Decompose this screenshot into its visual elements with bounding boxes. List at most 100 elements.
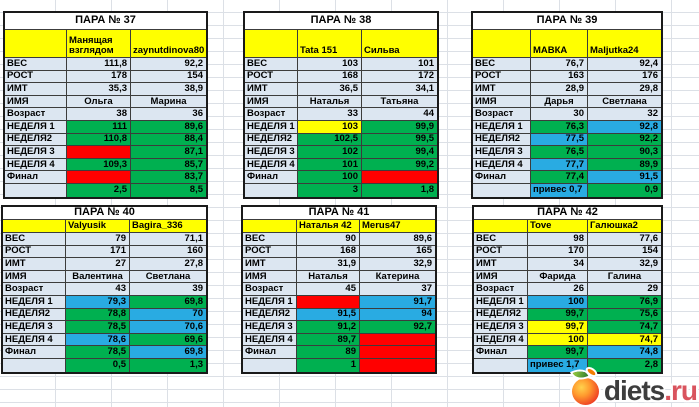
value-cell[interactable]: 79,3 <box>66 295 130 309</box>
value-cell[interactable]: 26 <box>528 283 588 296</box>
value-cell[interactable]: 77,5 <box>531 133 588 147</box>
value-cell[interactable]: 34 <box>528 258 588 271</box>
row-label-cell[interactable]: РОСТ <box>3 245 66 259</box>
member-name-cell[interactable]: Манящая взглядом <box>67 30 131 58</box>
value-cell[interactable]: 1,8 <box>362 183 437 197</box>
value-cell[interactable]: 34,1 <box>362 83 437 96</box>
value-cell[interactable]: 35,3 <box>67 83 131 96</box>
value-cell[interactable]: 77,4 <box>531 171 588 184</box>
value-cell[interactable]: 85,7 <box>131 158 206 172</box>
value-cell[interactable]: 37 <box>360 283 435 296</box>
value-cell[interactable]: 2,8 <box>588 358 661 372</box>
row-label-cell[interactable]: ИМТ <box>245 83 298 96</box>
row-label-cell[interactable]: НЕДЕЛЯ 1 <box>243 295 297 309</box>
row-label-cell[interactable]: ВЕС <box>243 233 297 246</box>
row-label-cell[interactable]: РОСТ <box>473 70 531 84</box>
row-label-cell[interactable]: Финал <box>3 346 66 359</box>
value-cell[interactable]: 101 <box>362 58 437 71</box>
value-cell[interactable]: 91,2 <box>297 321 360 334</box>
value-cell[interactable]: 43 <box>66 283 130 296</box>
row-label-cell[interactable]: ИМТ <box>243 258 297 271</box>
table-title-cell[interactable]: ПАРА № 42 <box>474 207 661 220</box>
value-cell[interactable]: Светлана <box>130 270 206 284</box>
value-cell[interactable]: 69,8 <box>130 346 206 359</box>
value-cell[interactable]: привес 1,7 <box>528 358 588 372</box>
value-cell[interactable]: 83,7 <box>131 171 206 184</box>
member-name-cell[interactable]: Tove <box>528 220 588 233</box>
row-label-cell[interactable]: ИМЯ <box>473 95 531 109</box>
value-cell[interactable]: 111,8 <box>67 58 131 71</box>
row-label-cell[interactable]: Финал <box>473 171 531 184</box>
value-cell[interactable]: 110,8 <box>67 133 131 147</box>
value-cell[interactable]: 165 <box>360 245 435 259</box>
value-cell[interactable]: 99,2 <box>362 158 437 172</box>
row-label-cell[interactable]: НЕДЕЛЯ2 <box>245 133 298 147</box>
value-cell[interactable]: 74,8 <box>588 346 661 359</box>
row-label-cell[interactable]: РОСТ <box>243 245 297 259</box>
row-label-cell[interactable]: Финал <box>474 346 528 359</box>
row-label-cell[interactable]: НЕДЕЛЯ 4 <box>473 158 531 172</box>
value-cell[interactable]: 32,9 <box>588 258 661 271</box>
value-cell[interactable]: 89 <box>297 346 360 359</box>
row-label-cell[interactable]: НЕДЕЛЯ 1 <box>3 295 66 309</box>
value-cell[interactable]: 109,3 <box>67 158 131 172</box>
value-cell[interactable]: 170 <box>528 245 588 259</box>
row-label-cell[interactable] <box>243 358 297 372</box>
value-cell[interactable]: 75,6 <box>588 308 661 322</box>
value-cell[interactable]: 99,9 <box>362 120 437 134</box>
value-cell[interactable]: Катерина <box>360 270 435 284</box>
row-label-cell[interactable]: Финал <box>243 346 297 359</box>
value-cell[interactable]: 78,6 <box>66 333 130 347</box>
value-cell[interactable]: 89,9 <box>588 158 661 172</box>
value-cell[interactable]: 78,8 <box>66 308 130 322</box>
row-label-cell[interactable]: ИМЯ <box>245 95 298 109</box>
value-cell[interactable]: 111 <box>67 120 131 134</box>
value-cell[interactable]: 102 <box>298 146 362 159</box>
row-label-cell[interactable]: НЕДЕЛЯ2 <box>474 308 528 322</box>
row-label-cell[interactable]: ИМТ <box>5 83 67 96</box>
table-title-cell[interactable]: ПАРА № 39 <box>473 13 661 30</box>
member-blank-cell[interactable] <box>5 30 67 58</box>
value-cell[interactable]: 3 <box>298 183 362 197</box>
value-cell[interactable]: 0,5 <box>66 358 130 372</box>
value-cell[interactable]: 30 <box>531 108 588 121</box>
value-cell[interactable]: 27 <box>66 258 130 271</box>
member-name-cell[interactable]: zaynutdinova80 <box>131 30 206 58</box>
value-cell[interactable]: 32 <box>588 108 661 121</box>
value-cell[interactable]: 38,9 <box>131 83 206 96</box>
row-label-cell[interactable]: НЕДЕЛЯ 1 <box>474 295 528 309</box>
row-label-cell[interactable]: НЕДЕЛЯ 4 <box>245 158 298 172</box>
row-label-cell[interactable]: НЕДЕЛЯ 3 <box>473 146 531 159</box>
row-label-cell[interactable]: ИМЯ <box>5 95 67 109</box>
member-name-cell[interactable]: Сильва <box>362 30 437 58</box>
value-cell[interactable]: 90 <box>297 233 360 246</box>
value-cell[interactable]: 27,8 <box>130 258 206 271</box>
value-cell[interactable]: 36,5 <box>298 83 362 96</box>
row-label-cell[interactable]: НЕДЕЛЯ 1 <box>5 120 67 134</box>
row-label-cell[interactable]: НЕДЕЛЯ 4 <box>5 158 67 172</box>
value-cell[interactable]: 163 <box>531 70 588 84</box>
value-cell[interactable]: 89,6 <box>360 233 435 246</box>
row-label-cell[interactable]: ВЕС <box>245 58 298 71</box>
value-cell[interactable]: 77,6 <box>588 233 661 246</box>
value-cell[interactable]: 99,4 <box>362 146 437 159</box>
value-cell[interactable]: 100 <box>298 171 362 184</box>
value-cell[interactable]: 69,6 <box>130 333 206 347</box>
value-cell[interactable] <box>67 146 131 159</box>
value-cell[interactable]: 88,4 <box>131 133 206 147</box>
value-cell[interactable]: 102,5 <box>298 133 362 147</box>
value-cell[interactable]: 99,7 <box>528 308 588 322</box>
member-blank-cell[interactable] <box>473 30 531 58</box>
row-label-cell[interactable]: ИМЯ <box>3 270 66 284</box>
value-cell[interactable]: 45 <box>297 283 360 296</box>
value-cell[interactable]: 100 <box>528 333 588 347</box>
value-cell[interactable]: 79 <box>66 233 130 246</box>
row-label-cell[interactable]: ВЕС <box>3 233 66 246</box>
member-name-cell[interactable]: Maljutka24 <box>588 30 661 58</box>
value-cell[interactable]: Марина <box>131 95 206 109</box>
table-title-cell[interactable]: ПАРА № 38 <box>245 13 437 30</box>
value-cell[interactable]: привес 0,7 <box>531 183 588 197</box>
value-cell[interactable]: 29 <box>588 283 661 296</box>
row-label-cell[interactable]: НЕДЕЛЯ2 <box>5 133 67 147</box>
value-cell[interactable]: 168 <box>298 70 362 84</box>
